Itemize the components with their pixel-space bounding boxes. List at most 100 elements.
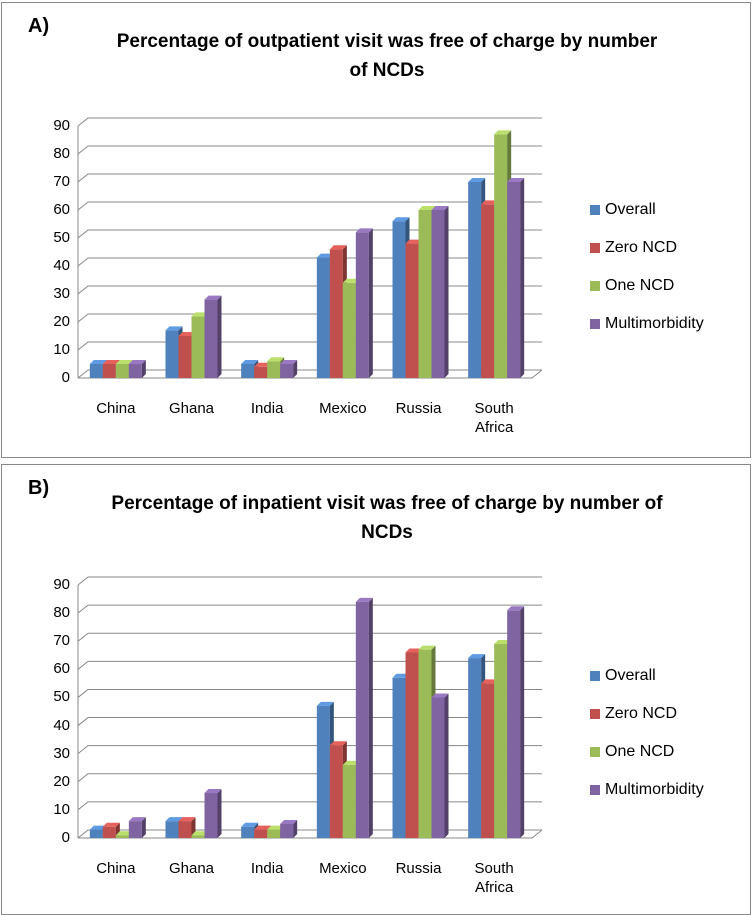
bar bbox=[355, 228, 373, 378]
bar-front bbox=[329, 249, 343, 378]
grid-line bbox=[77, 341, 542, 351]
grid-line bbox=[77, 173, 542, 183]
bar-side bbox=[444, 206, 449, 378]
y-tick-label: 50 bbox=[53, 688, 70, 706]
y-tick-label: 70 bbox=[53, 632, 70, 650]
bar bbox=[128, 360, 146, 378]
bar-top bbox=[267, 357, 285, 362]
x-tick-label: China bbox=[96, 860, 136, 877]
bar bbox=[507, 178, 525, 378]
bar-front bbox=[254, 829, 268, 838]
bar bbox=[431, 206, 449, 378]
y-tick-label: 0 bbox=[61, 369, 70, 386]
chart bbox=[77, 576, 600, 839]
y-tick-label: 10 bbox=[53, 800, 70, 818]
bar-front bbox=[241, 364, 255, 378]
bar-front bbox=[355, 601, 369, 838]
bar-front bbox=[267, 361, 281, 378]
bar-front bbox=[128, 821, 142, 838]
y-tick-label: 60 bbox=[53, 201, 70, 218]
legend-label: Multimorbidity bbox=[605, 781, 704, 798]
bar-top bbox=[507, 606, 525, 611]
bar-top bbox=[280, 360, 298, 364]
x-tick-label: Ghana bbox=[168, 400, 215, 417]
bar-front bbox=[481, 204, 495, 378]
grid-line bbox=[77, 801, 542, 811]
back-wall-edge bbox=[77, 585, 543, 839]
legend-label: One NCD bbox=[605, 277, 675, 294]
bar-top bbox=[329, 741, 347, 746]
bar-front bbox=[204, 793, 218, 838]
grid-line bbox=[77, 313, 542, 323]
legend-swatch bbox=[590, 205, 600, 215]
x-tick-label: India bbox=[250, 400, 284, 417]
bar-front bbox=[178, 336, 192, 378]
bar-top bbox=[280, 819, 298, 824]
grid-line bbox=[77, 604, 542, 614]
bar-front bbox=[115, 835, 129, 838]
bar-top bbox=[204, 295, 222, 300]
grid-line bbox=[77, 688, 542, 698]
legend-swatch bbox=[590, 709, 600, 719]
legend-label: Zero NCD bbox=[605, 239, 678, 256]
grid-line bbox=[77, 829, 542, 839]
bar-front bbox=[89, 829, 103, 838]
bar-top bbox=[418, 206, 436, 210]
bar-top bbox=[355, 597, 373, 602]
bar-front bbox=[392, 677, 406, 838]
panel-label: A) bbox=[28, 15, 50, 37]
bar-top bbox=[128, 360, 146, 364]
bar-front bbox=[191, 835, 205, 838]
bar-top bbox=[481, 200, 499, 205]
bar-front bbox=[418, 210, 432, 378]
bar-front bbox=[494, 644, 508, 838]
bar-side bbox=[217, 789, 222, 838]
grid-line bbox=[77, 201, 542, 211]
panel-label: B) bbox=[28, 477, 50, 499]
bar-front bbox=[405, 243, 419, 378]
y-tick-label: 80 bbox=[53, 145, 70, 162]
y-tick-label: 0 bbox=[61, 829, 70, 846]
bar-front bbox=[507, 610, 521, 838]
y-tick-label: 40 bbox=[53, 716, 70, 734]
y-tick-label: 50 bbox=[53, 229, 70, 246]
x-tick-label: South Africa bbox=[474, 400, 514, 436]
bar-top bbox=[418, 645, 436, 650]
bar-front bbox=[102, 826, 116, 838]
bar bbox=[431, 693, 449, 838]
legend-swatch bbox=[590, 281, 600, 291]
bar bbox=[178, 817, 196, 838]
bar-side bbox=[444, 693, 449, 838]
bar-top bbox=[431, 206, 449, 210]
x-tick-label: Ghana bbox=[168, 860, 215, 877]
grid-line bbox=[77, 285, 542, 295]
bar-top bbox=[165, 326, 183, 331]
bar-side bbox=[293, 819, 298, 838]
bar-front bbox=[355, 232, 369, 378]
bar-top bbox=[316, 253, 334, 258]
chart bbox=[77, 117, 600, 379]
bar-front bbox=[204, 299, 218, 378]
bar bbox=[355, 597, 373, 838]
grid-line bbox=[77, 717, 542, 726]
bar-front bbox=[102, 364, 116, 378]
y-tick-label: 90 bbox=[53, 117, 70, 134]
bar-front bbox=[507, 182, 521, 378]
legend-swatch bbox=[590, 671, 600, 681]
chart-title: Percentage of outpatient visit was free … bbox=[116, 31, 658, 81]
bar-top bbox=[431, 693, 449, 698]
bar-front bbox=[468, 658, 482, 838]
legend-label: Zero NCD bbox=[605, 705, 678, 722]
bar-top bbox=[204, 789, 222, 794]
grid-line bbox=[77, 229, 542, 239]
panel: A) Percentage of outpatient visit was fre… bbox=[1, 2, 751, 458]
back-wall-edge bbox=[77, 126, 543, 379]
bar-top bbox=[89, 360, 107, 364]
x-tick-label: India bbox=[250, 860, 284, 877]
bar-top bbox=[355, 228, 373, 233]
bar-top bbox=[507, 178, 525, 182]
bar-front bbox=[89, 364, 103, 378]
bar-top bbox=[329, 245, 347, 250]
y-tick-label: 80 bbox=[53, 604, 70, 622]
grid-line bbox=[77, 145, 542, 155]
